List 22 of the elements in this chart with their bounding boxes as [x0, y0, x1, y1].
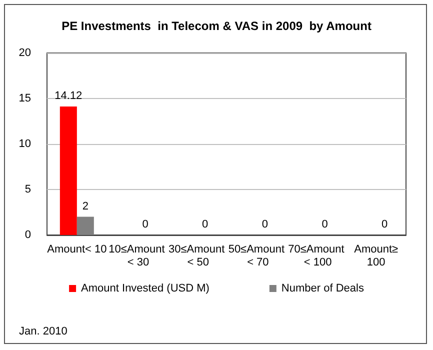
y-tick-label: 15	[18, 92, 31, 104]
x-tick-label: 10≤Amount < 30	[108, 244, 165, 268]
data-label: 14.12	[54, 90, 82, 102]
data-label: 0	[262, 218, 268, 230]
x-tick-label: 50≤Amount < 70	[228, 244, 285, 268]
x-tick-label: Amount≥100	[354, 244, 398, 268]
x-tick-label: Amount< 10	[47, 244, 107, 256]
data-label: 0	[142, 218, 148, 230]
data-label: 0	[202, 218, 208, 230]
legend-label: Number of Deals	[281, 282, 364, 294]
x-tick-label: 70≤Amount < 100	[288, 244, 344, 268]
y-tick-label: 5	[24, 184, 31, 196]
x-tick-label: 30≤Amount < 50	[168, 244, 225, 268]
legend-label: Amount Invested (USD M)	[81, 282, 210, 294]
text: Jan. 2010	[19, 326, 68, 338]
data-label: 0	[382, 218, 388, 230]
y-tick-label: 0	[24, 229, 31, 241]
data-label: 2	[82, 200, 88, 212]
y-tick-label: 10	[18, 138, 31, 150]
data-label: 0	[322, 218, 328, 230]
chart-title: PE Investments in Telecom & VAS in 2009 by Amount	[62, 19, 372, 33]
y-tick-label: 20	[18, 47, 31, 59]
